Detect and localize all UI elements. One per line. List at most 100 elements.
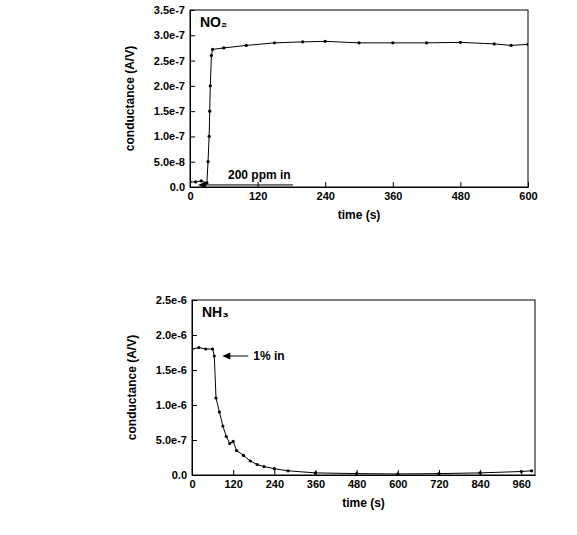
tick: 240 [317,182,335,202]
plot-frame [192,300,535,475]
annotation-text: 200 ppm in [228,168,291,182]
tick-mark [192,405,197,406]
data-line [192,348,532,474]
tick: 1.5e-7 [154,105,195,117]
tick-label: 480 [452,190,470,202]
data-point [520,470,523,473]
data-point [228,442,231,445]
data-point [493,42,496,45]
tick: 480 [452,182,470,202]
data-point [211,48,214,51]
figure: 0 120 240 360 480 600 0.0 5.0e-8 1.0e-7 1.5e-7 2.0… [0,0,577,535]
data-point [286,469,289,472]
tick: 5.0e-7 [156,434,197,446]
tick: 960 [513,470,531,490]
tick-label: 120 [224,478,242,490]
tick: 5.0e-8 [154,156,195,168]
tick: 480 [348,470,366,490]
tick-mark [274,470,275,475]
tick-mark [192,300,197,301]
data-point [221,424,224,427]
panel: 01202403604806000.05.0e-81.0e-71.5e-72.0… [123,4,538,222]
chart-title: NH₃ [202,304,229,320]
tick: 3.0e-7 [154,29,195,41]
data-point [197,346,200,349]
annotation-arrowhead [198,181,206,188]
tick: 2.5e-6 [156,294,197,306]
data-point [222,46,225,49]
tick-label: 2.5e-7 [154,55,185,67]
axis-line [191,187,529,188]
data-point [208,135,211,138]
annotation-text: 1% in [253,349,284,363]
data-point [225,435,228,438]
data-point [232,440,235,443]
data-point [194,180,197,183]
tick-label: 2.0e-7 [154,80,185,92]
tick-label: 0 [189,478,195,490]
tick-mark [192,475,197,476]
data-point [209,84,212,87]
data-point [273,41,276,44]
tick-mark [190,187,195,188]
chart-title: NO₂ [200,14,227,30]
tick-label: 120 [249,190,267,202]
y-axis-title: conductance (A/V) [125,335,139,440]
data-point [256,463,259,466]
tick: 1.5e-6 [156,364,197,376]
plot-frame [190,10,528,187]
data-point [249,459,252,462]
data-point [510,44,513,47]
data-point [218,410,221,413]
tick-label: 360 [384,190,402,202]
data-point [314,471,317,474]
tick-label: 1.0e-6 [156,399,187,411]
tick-label: 1.0e-7 [154,130,185,142]
data-point [396,472,399,475]
tick-label: 1.5e-6 [156,364,187,376]
data-line [190,41,528,183]
x-axis-title: time (s) [338,208,381,222]
tick: 3.5e-7 [154,4,195,16]
annotation: 1% in [222,349,284,363]
data-point [208,110,211,113]
tick-label: 5.0e-7 [156,434,187,446]
data-point [214,396,217,399]
x-axis: 0120240360480600 [187,182,537,202]
tick: 0.0 [170,181,195,193]
data-point [235,449,238,452]
data-point [211,347,214,350]
tick: 600 [389,470,407,490]
tick: 360 [384,182,402,202]
data-point [391,41,394,44]
annotation-arrow [200,184,293,185]
data-point [530,469,533,472]
tick-label: 5.0e-8 [154,156,185,168]
tick-mark [190,111,195,112]
tick: 120 [224,470,242,490]
tick: 600 [519,182,537,202]
tick-label: 480 [348,478,366,490]
tick-label: 720 [430,478,448,490]
data-point [213,354,216,357]
tick-mark [233,470,234,475]
tick: 2.0e-7 [154,80,195,92]
data-point [192,347,194,350]
annotation: 200 ppm in [198,168,293,189]
data-point [301,40,304,43]
tick-label: 240 [317,190,335,202]
data-point [355,472,358,475]
tick-mark [190,61,195,62]
plot-marks [192,346,533,475]
tick-mark [325,182,326,187]
tick-label: 2.0e-6 [156,329,187,341]
data-point [479,471,482,474]
data-point [324,40,327,43]
data-point [204,347,207,350]
tick-label: 240 [266,478,284,490]
data-point [273,467,276,470]
axis-line [193,475,536,476]
data-point [200,179,203,182]
axis-line [192,301,193,476]
x-axis-title: time (s) [342,496,385,510]
